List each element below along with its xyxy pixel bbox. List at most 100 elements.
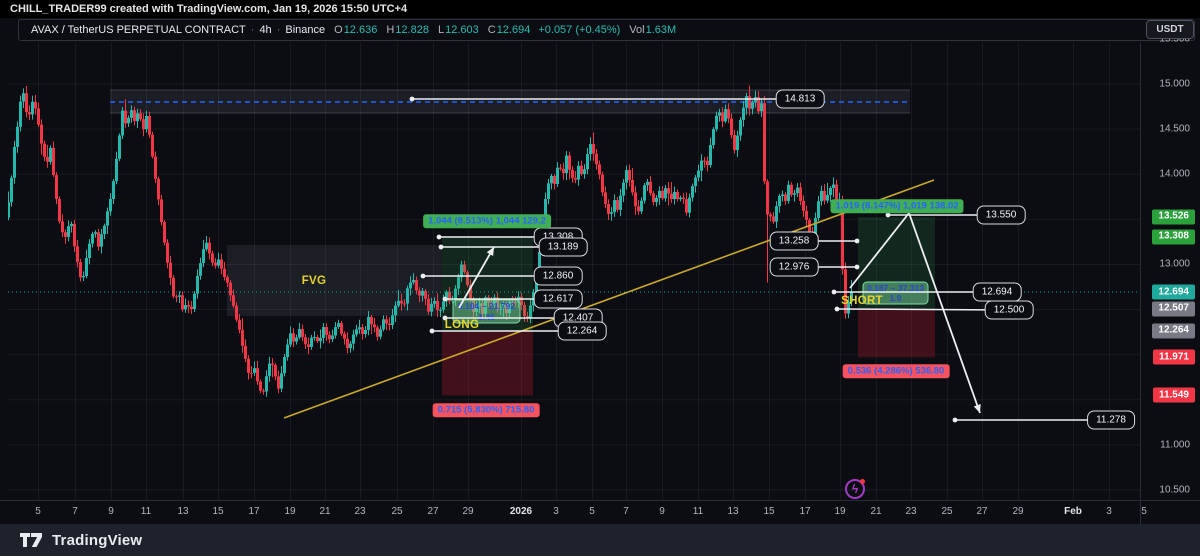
time-axis-label-13[interactable]: 13 (177, 506, 189, 517)
time-axis-label-23[interactable]: 23 (354, 506, 366, 517)
close-label: C (487, 24, 496, 36)
time-axis-label-5[interactable]: 5 (1141, 506, 1147, 517)
time-axis-label-9[interactable]: 9 (659, 506, 665, 517)
long-stop-badge[interactable]: 0.715 (5.830%) 715.80 (432, 403, 540, 417)
tradingview-logo-text: TradingView (52, 531, 143, 549)
price-callout-13.550[interactable]: 13.550 (976, 205, 1026, 225)
high-value: 12.828 (395, 24, 429, 36)
volume-label: Vol (629, 24, 645, 36)
time-axis-label-27[interactable]: 27 (427, 506, 439, 517)
symbol-header[interactable]: AVAX / TetherUS PERPETUAL CONTRACT · 4h … (18, 19, 1195, 41)
price-scale-badge-12.694[interactable]: 12.694 (1152, 284, 1195, 300)
change-value: +0.057 (+0.45%) (538, 24, 621, 36)
symbol-name[interactable]: AVAX / TetherUS PERPETUAL CONTRACT (31, 24, 246, 36)
price-callout-12.976[interactable]: 12.976 (769, 257, 819, 277)
short-stop-box[interactable] (858, 308, 935, 358)
fvg-zone[interactable] (227, 245, 442, 316)
time-axis-label-17[interactable]: 17 (799, 506, 811, 517)
event-lightning-icon[interactable]: ϟ (845, 479, 865, 499)
price-line-dot (952, 417, 958, 423)
price-axis-label-11.000: 11.000 (1160, 439, 1190, 451)
time-axis-label-2026[interactable]: 2026 (509, 506, 533, 517)
short-target-badge[interactable]: 1.019 (8.147%) 1,019 138.02 (830, 199, 964, 213)
attribution-text: CHILL_TRADER99 created with TradingView.… (10, 3, 408, 15)
price-axis-label-15.000: 15.000 (1159, 78, 1190, 90)
price-line-dot (885, 212, 891, 218)
long-stop-box[interactable] (442, 330, 533, 396)
time-axis-label-19[interactable]: 19 (834, 506, 846, 517)
time-axis-label-19[interactable]: 19 (284, 506, 296, 517)
price-axis-label-14.500: 14.500 (1159, 123, 1190, 135)
svg-text:0.187 ~ 37.313: 0.187 ~ 37.313 (867, 283, 924, 293)
price-scale-badge-13.308[interactable]: 13.308 (1152, 229, 1195, 245)
price-scale-badge-11.549[interactable]: 11.549 (1152, 387, 1195, 403)
price-line-dot (854, 238, 860, 244)
time-axis-label-5[interactable]: 5 (35, 506, 41, 517)
price-line-dot (854, 264, 860, 270)
currency-toggle-button[interactable]: USDT (1146, 20, 1194, 39)
time-axis-label-15[interactable]: 15 (212, 506, 224, 517)
time-axis-label-17[interactable]: 17 (248, 506, 260, 517)
tradingview-logo-icon (20, 532, 42, 547)
time-axis-label-9[interactable]: 9 (108, 506, 114, 517)
time-axis-label-Feb[interactable]: Feb (1064, 506, 1082, 517)
low-label: L (437, 24, 445, 36)
price-scale-badge-11.971[interactable]: 11.971 (1152, 349, 1195, 365)
time-axis-label-3[interactable]: 3 (553, 506, 559, 517)
time-axis-label-21[interactable]: 21 (319, 506, 331, 517)
trendline[interactable] (283, 179, 935, 419)
time-axis-label-5[interactable]: 5 (589, 506, 595, 517)
price-scale-badge-12.507[interactable]: 12.507 (1152, 301, 1195, 317)
price-line-dot (429, 328, 435, 334)
time-axis-label-25[interactable]: 25 (941, 506, 953, 517)
volume-value: 1.63M (645, 24, 677, 36)
tradingview-footer: TradingView (0, 524, 1200, 556)
svg-text:1.46: 1.46 (478, 312, 495, 322)
price-line-dot (438, 244, 444, 250)
candles (8, 85, 853, 397)
price-line-dot (834, 306, 840, 312)
price-callout-12.500[interactable]: 12.500 (984, 300, 1034, 320)
time-axis-label-25[interactable]: 25 (391, 506, 403, 517)
fvg-label: FVG (301, 275, 327, 287)
high-label: H (386, 24, 395, 36)
long-label: LONG (444, 319, 480, 331)
time-axis-label-11[interactable]: 11 (692, 506, 704, 517)
price-line-dot (436, 234, 442, 240)
time-axis-label-13[interactable]: 13 (727, 506, 739, 517)
time-axis-label-23[interactable]: 23 (905, 506, 917, 517)
price-axis-label-10.500: 10.500 (1159, 484, 1190, 496)
time-axis-label-29[interactable]: 29 (1012, 506, 1024, 517)
price-callout-12.694[interactable]: 12.694 (972, 282, 1022, 302)
time-axis-label-15[interactable]: 15 (763, 506, 775, 517)
svg-text:1.9: 1.9 (890, 293, 902, 303)
price-callout-13.258[interactable]: 13.258 (769, 231, 819, 251)
price-line-dot (420, 273, 426, 279)
time-axis-label-3[interactable]: 3 (1106, 506, 1112, 517)
interval-label[interactable]: 4h (259, 24, 272, 36)
price-line-dot (409, 96, 415, 102)
svg-text:0.104 ~ 21.792: 0.104 ~ 21.792 (458, 301, 515, 311)
price-callout-12.617[interactable]: 12.617 (533, 289, 583, 309)
price-line-dot (831, 289, 837, 295)
price-callout-12.860[interactable]: 12.860 (533, 266, 583, 286)
time-axis-label-11[interactable]: 11 (140, 506, 152, 517)
time-axis-label-29[interactable]: 29 (462, 506, 474, 517)
price-axis-label-14.000: 14.000 (1159, 168, 1190, 180)
price-scale-badge-12.264[interactable]: 12.264 (1152, 323, 1195, 339)
price-callout-11.278[interactable]: 11.278 (1087, 410, 1135, 430)
price-callout-12.264[interactable]: 12.264 (557, 321, 607, 341)
price-scale-badge-13.526[interactable]: 13.526 (1152, 209, 1195, 225)
long-target-badge[interactable]: 1.044 (8.513%) 1,044 129.2 (423, 214, 551, 228)
short-stop-badge[interactable]: 0.536 (4.286%) 536.80 (842, 364, 950, 378)
exchange-label: Binance (285, 24, 326, 36)
short-entry-box[interactable] (862, 281, 929, 305)
price-callout-14.813[interactable]: 14.813 (775, 89, 825, 109)
time-axis-label-7[interactable]: 7 (623, 506, 629, 517)
time-axis-label-7[interactable]: 7 (72, 506, 78, 517)
open-label: O (334, 24, 343, 36)
price-callout-13.189[interactable]: 13.189 (538, 237, 588, 257)
time-axis-label-21[interactable]: 21 (870, 506, 882, 517)
time-axis-label-27[interactable]: 27 (976, 506, 988, 517)
